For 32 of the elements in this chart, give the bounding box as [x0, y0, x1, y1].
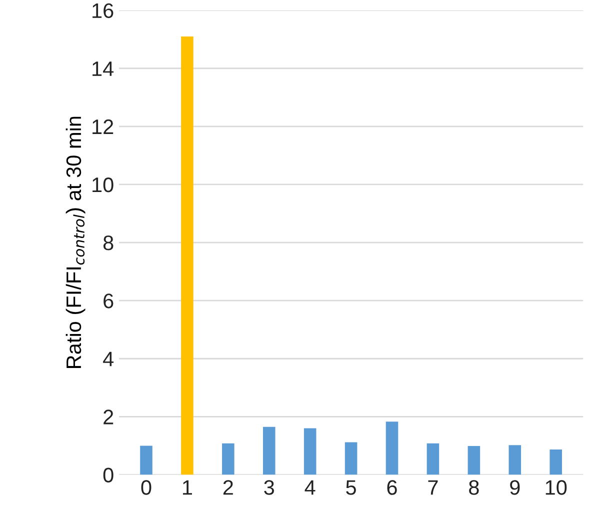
- y-tick-label: 14: [92, 62, 114, 76]
- x-tick-label: 0: [141, 480, 152, 495]
- bar: [140, 446, 152, 475]
- bar: [426, 443, 440, 475]
- x-tick-label: 2: [223, 480, 233, 495]
- bar: [508, 445, 522, 475]
- y-tick-label: 4: [103, 352, 114, 366]
- x-tick-label: 3: [264, 480, 274, 495]
- bar: [304, 428, 316, 475]
- bar: [222, 443, 234, 475]
- bar: [262, 426, 276, 475]
- bar: [344, 442, 358, 475]
- x-tick-label: 5: [346, 480, 356, 495]
- y-tick-label: 2: [104, 410, 114, 424]
- x-tick-label: 10: [546, 480, 567, 495]
- y-tick-label: 12: [92, 119, 114, 134]
- x-tick-label: 4: [304, 480, 316, 495]
- x-tick-label: 8: [469, 480, 479, 495]
- bar: [468, 446, 480, 475]
- x-tick-label: 9: [510, 480, 520, 495]
- bar: [386, 422, 398, 475]
- bar: [550, 449, 562, 475]
- y-axis-title: Ratio (FI/FI$_{control}$) at 30 min: [66, 116, 86, 368]
- y-tick-label: 16: [92, 3, 114, 18]
- y-tick-label: 6: [104, 294, 114, 308]
- y-tick-label: 8: [103, 236, 114, 250]
- x-tick-label: 7: [428, 480, 438, 495]
- x-tick-label: 1: [183, 480, 192, 495]
- y-tick-label: 10: [92, 177, 114, 192]
- y-tick-label: 0: [103, 468, 114, 482]
- x-tick-label: 6: [387, 480, 397, 495]
- bar: [181, 36, 194, 475]
